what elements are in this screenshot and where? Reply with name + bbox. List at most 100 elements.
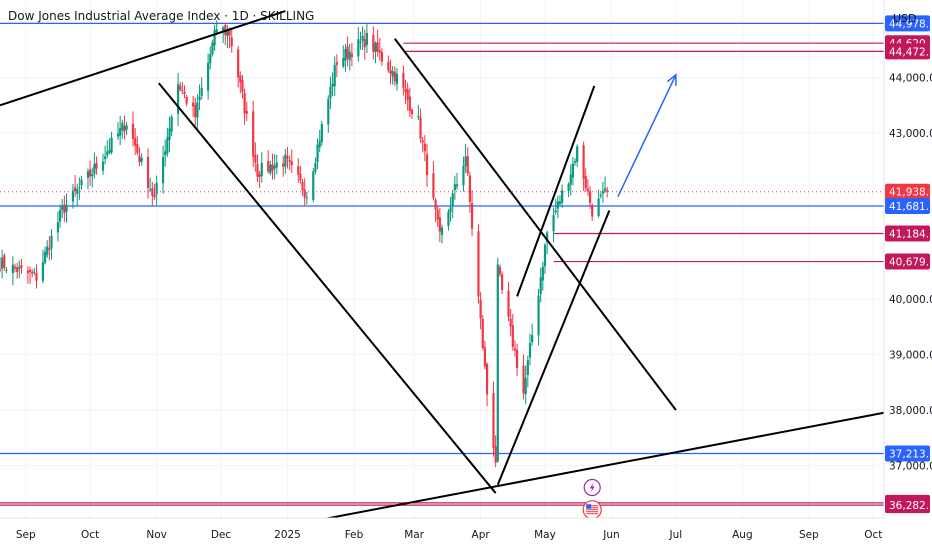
candle-body <box>582 145 585 179</box>
candle-body <box>305 197 308 199</box>
candle-body <box>434 199 437 210</box>
candle-body <box>449 207 452 213</box>
candle-body <box>333 64 336 87</box>
candle-body <box>48 248 51 251</box>
candle-body <box>16 267 19 273</box>
candle-body <box>492 392 495 448</box>
candle-body <box>597 198 600 216</box>
candle-body <box>509 318 512 327</box>
candle-body <box>466 156 469 174</box>
chart-title: Dow Jones Industrial Average Index · 1D … <box>8 9 315 23</box>
candle-body <box>601 191 605 194</box>
price-tick-label: 44,000.0 <box>889 73 932 85</box>
candle-body <box>470 203 474 229</box>
candle-body <box>558 201 562 205</box>
candle-body <box>260 162 263 176</box>
candle-body <box>110 137 113 153</box>
candle-body <box>395 73 399 85</box>
candle-body <box>176 84 180 114</box>
candle-body <box>586 188 590 191</box>
candle-body <box>584 176 587 189</box>
candle-body <box>513 348 517 351</box>
candle-body <box>241 80 244 92</box>
price-badge-label: 44,472.5 <box>889 46 932 58</box>
candle-body <box>314 163 317 172</box>
candle-body <box>211 42 214 55</box>
candle-body <box>170 116 173 132</box>
candle-body <box>539 277 542 294</box>
candle-body <box>282 163 285 167</box>
candle-body <box>556 201 559 209</box>
price-badge <box>885 43 930 60</box>
candle-body <box>603 188 607 191</box>
candle-body <box>483 347 487 367</box>
candle-body <box>301 182 304 191</box>
time-tick-label: May <box>534 529 556 541</box>
candle-body <box>342 58 345 67</box>
candle-body <box>89 169 92 177</box>
candle-body <box>541 266 544 281</box>
candle-body <box>209 54 212 64</box>
time-tick-label: 2025 <box>274 529 301 541</box>
candle-body <box>361 35 364 41</box>
us-flag-canton <box>586 504 592 509</box>
candle-body <box>320 123 323 143</box>
candle-body <box>181 89 184 91</box>
candle-body <box>380 52 384 62</box>
trend-line <box>496 210 611 486</box>
candle-body <box>125 125 128 130</box>
candle-body <box>316 144 319 163</box>
time-tick-label: Nov <box>146 529 167 541</box>
candle-body <box>3 255 6 268</box>
candle-body <box>468 175 471 202</box>
candle-body <box>155 182 158 195</box>
candle-body <box>485 364 489 395</box>
candle-body <box>269 164 272 174</box>
horizontal-levels <box>0 22 884 506</box>
candle-body <box>222 27 225 33</box>
candle-body <box>410 110 414 115</box>
candle-body <box>359 41 362 43</box>
price-badge <box>885 445 930 462</box>
candle-body <box>290 161 293 166</box>
candle-body <box>271 164 274 171</box>
candle-body <box>374 43 377 52</box>
candle-body <box>496 264 499 462</box>
candle-body <box>258 174 261 177</box>
time-tick-label: Sep <box>799 529 819 541</box>
candle-body <box>183 92 186 94</box>
candles <box>0 20 609 468</box>
candle-body <box>106 151 109 156</box>
candle-body <box>421 140 424 143</box>
chart-grid <box>0 0 884 518</box>
candle-body <box>477 231 480 297</box>
candle-body <box>20 265 23 268</box>
time-axis-bg <box>0 518 932 550</box>
candle-body <box>215 29 218 33</box>
price-badge <box>885 225 930 242</box>
candle-body <box>275 162 278 168</box>
candle-body <box>245 110 248 114</box>
time-tick-label: Feb <box>345 529 364 541</box>
candle-body <box>108 150 111 153</box>
time-tick-label: Mar <box>404 529 424 541</box>
candle-body <box>86 171 90 178</box>
price-tick-label: 40,000.0 <box>889 294 932 306</box>
price-badge <box>885 15 930 32</box>
candle-body <box>531 335 534 343</box>
candle-body <box>524 377 527 395</box>
candle-body <box>252 111 255 157</box>
price-badge <box>885 253 930 270</box>
candle-body <box>284 154 287 167</box>
candle-body <box>425 154 429 176</box>
trend-line <box>0 10 286 107</box>
candle-body <box>387 61 390 71</box>
candle-body <box>423 143 426 152</box>
candle-body <box>43 251 47 263</box>
time-tick-label: Apr <box>472 529 491 541</box>
price-badge-label: 36,282.1 <box>889 500 932 512</box>
candle-body <box>35 273 38 281</box>
candle-body <box>404 88 407 93</box>
candle-body <box>151 188 154 196</box>
